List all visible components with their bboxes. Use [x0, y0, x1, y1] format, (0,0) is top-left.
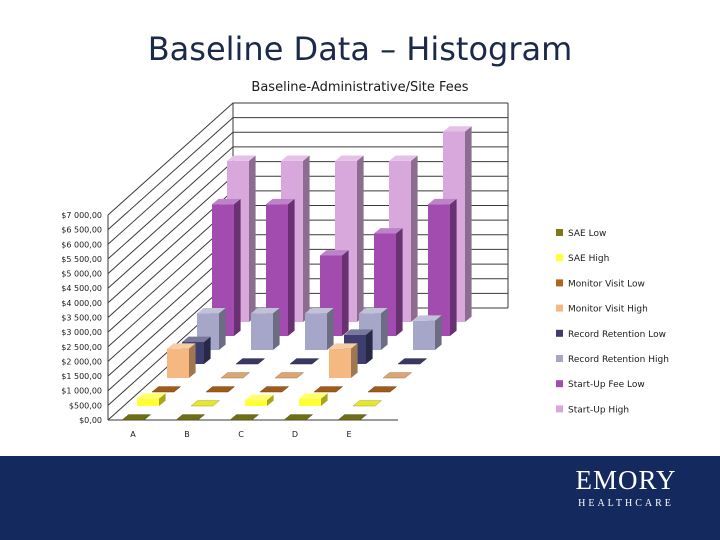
bar [137, 393, 166, 406]
bar [259, 386, 290, 393]
y-tick-label: $5 000,00 [61, 270, 102, 279]
y-tick-label: $500,00 [69, 401, 102, 410]
legend-item: Monitor Visit High [556, 304, 648, 315]
legend-item: Start-Up Fee Low [556, 380, 645, 390]
bar [121, 414, 152, 421]
bar [382, 372, 413, 379]
legend-swatch [556, 279, 563, 287]
legend-item: SAE Low [556, 229, 606, 239]
legend-swatch [556, 329, 563, 337]
legend-label: SAE High [568, 254, 609, 264]
bar [337, 414, 368, 421]
legend-label: Record Retention High [568, 355, 669, 365]
legend-label: Monitor Visit Low [568, 279, 645, 289]
chart-bars [121, 126, 472, 421]
legend-swatch [556, 405, 563, 413]
legend-item: Monitor Visit Low [556, 279, 645, 289]
y-tick-label: $6 000,00 [61, 240, 102, 249]
x-tick-label: C [238, 430, 244, 439]
y-axis-tick-labels: $0,00 $500,00 $1 000,00 $1 500,00 $2 000,00 $… [61, 211, 102, 425]
bar [167, 343, 196, 378]
y-tick-label: $4 000,00 [61, 299, 102, 308]
legend-swatch [556, 355, 563, 362]
x-tick-label: A [130, 430, 136, 439]
bar [205, 386, 236, 393]
x-tick-label: B [184, 430, 190, 439]
y-tick-label: $0,00 [79, 416, 102, 425]
logo-wordmark: EMORY [575, 465, 677, 495]
legend-swatch [556, 229, 563, 236]
x-tick-label: E [346, 430, 351, 439]
bar [305, 307, 334, 350]
emory-healthcare-logo: EMORY HEALTHCARE [566, 466, 686, 509]
bar [289, 358, 320, 365]
y-tick-label: $1 500,00 [61, 372, 102, 381]
bar [212, 198, 241, 336]
bar [313, 386, 344, 393]
legend-label: Monitor Visit High [568, 305, 648, 315]
bar [151, 386, 182, 393]
legend-swatch [556, 254, 563, 262]
legend-label: Start-Up High [568, 405, 629, 415]
y-tick-label: $6 500,00 [61, 226, 102, 235]
legend-item: Record Retention Low [556, 329, 666, 340]
y-tick-label: $2 000,00 [61, 357, 102, 366]
bar [251, 307, 280, 350]
bar [266, 198, 295, 336]
legend-label: Start-Up Fee Low [568, 380, 645, 390]
footer-band [0, 456, 720, 540]
bar [299, 393, 328, 406]
legend-swatch [556, 304, 563, 312]
bar [329, 343, 358, 378]
bar [352, 400, 383, 407]
logo-subtitle: HEALTHCARE [578, 498, 674, 509]
legend-item: Start-Up High [556, 405, 629, 415]
bar [220, 372, 251, 379]
legend-item: Record Retention High [556, 355, 669, 365]
bar [428, 198, 457, 336]
bar [367, 386, 398, 393]
bar [175, 414, 206, 421]
legend-label: Record Retention Low [568, 330, 666, 340]
chart-legend: SAE Low SAE High Monitor Visit Low Monitor … [556, 229, 669, 415]
bar [245, 394, 274, 406]
chart-title: Baseline-Administrative/Site Fees [251, 80, 469, 95]
x-axis-category-labels: A B C D E [130, 430, 351, 439]
bar [190, 400, 221, 407]
slide-title: Baseline Data – Histogram [147, 30, 573, 68]
legend-swatch [556, 380, 563, 388]
y-tick-label: $3 500,00 [61, 314, 102, 323]
histogram-chart: $0,00 $500,00 $1 000,00 $1 500,00 $2 000,00 $… [61, 102, 669, 439]
y-tick-label: $4 500,00 [61, 284, 102, 293]
y-tick-label: $5 500,00 [61, 255, 102, 264]
legend-item: SAE High [556, 254, 609, 264]
legend-label: SAE Low [568, 229, 606, 239]
bar [413, 315, 442, 350]
bar [229, 414, 260, 421]
bar [397, 358, 428, 365]
bar [274, 372, 305, 379]
y-tick-label: $2 500,00 [61, 343, 102, 352]
bar [283, 414, 314, 421]
x-tick-label: D [292, 430, 298, 439]
y-tick-label: $1 000,00 [61, 387, 102, 396]
y-tick-label: $7 000,00 [61, 211, 102, 220]
y-tick-label: $3 000,00 [61, 328, 102, 337]
bar [235, 358, 266, 365]
